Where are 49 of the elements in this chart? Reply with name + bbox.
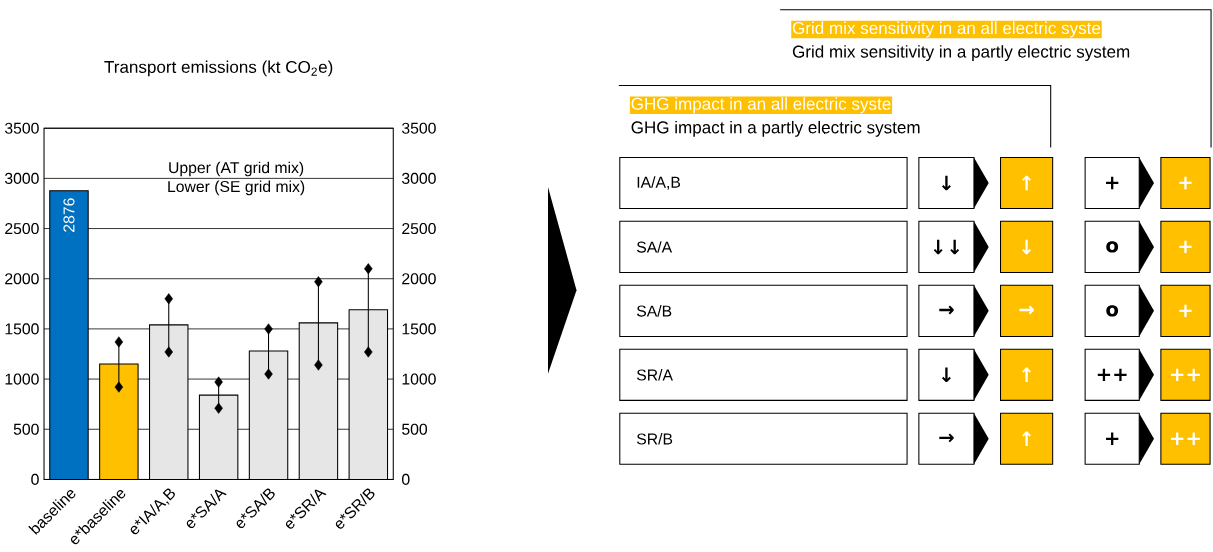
text: ↓ <box>1022 239 1032 254</box>
y2-tick-label: 2500 <box>402 222 436 234</box>
text: + <box>1179 176 1192 189</box>
y2-tick-label: 3500 <box>401 122 436 134</box>
category-label: SR/A <box>636 368 673 381</box>
text: GHG impact in a partly electric system <box>631 120 920 137</box>
text: ++ <box>1097 368 1127 381</box>
y2-tick-label: 3000 <box>401 172 436 184</box>
text: + <box>1106 432 1119 445</box>
y2-tick-label: 2000 <box>402 273 436 285</box>
data-label: 2876 <box>63 198 75 232</box>
text: GHG impact in an all electric syste <box>631 97 891 114</box>
text: Grid mix sensitivity in a partly electric system <box>792 45 1130 61</box>
y-tick-label: 3500 <box>4 122 39 134</box>
annotation: Lower (SE grid mix) <box>168 180 305 196</box>
text: + <box>1179 304 1192 317</box>
y-tick-label: 1000 <box>5 373 39 385</box>
text: ++ <box>1171 368 1200 381</box>
text: → <box>1019 305 1034 315</box>
y-tick-label: 3000 <box>4 172 39 184</box>
text: ↓ <box>941 175 951 191</box>
text: ↑ <box>1022 367 1032 382</box>
text: ↑ <box>1022 175 1032 191</box>
category-label: SR/B <box>636 432 673 445</box>
text: → <box>939 305 954 315</box>
category-label: IA/A,B <box>637 176 681 190</box>
text: o <box>1106 241 1119 253</box>
text: + <box>1106 176 1119 189</box>
y-tick-label: 1500 <box>5 323 39 335</box>
chart-title: Transport emissions (kt CO$_{2}$e) <box>104 60 333 77</box>
text: → <box>939 433 954 443</box>
text: ↑ <box>1022 431 1032 446</box>
y-tick-label: 500 <box>13 423 39 435</box>
y2-tick-label: 1000 <box>402 373 436 385</box>
text: ↓ <box>941 367 951 382</box>
text: ↓↓ <box>933 239 960 254</box>
y2-tick-label: 500 <box>402 423 428 435</box>
y-tick-label: 2000 <box>5 273 39 285</box>
y-tick-label: 0 <box>31 473 39 485</box>
text: ++ <box>1171 432 1200 445</box>
text: Grid mix sensitivity in an all electric syste <box>792 21 1101 38</box>
category-label: SA/A <box>636 241 673 253</box>
category-label: SA/B <box>636 304 672 317</box>
y2-tick-label: 0 <box>402 473 410 485</box>
y-tick-label: 2500 <box>5 222 39 234</box>
annotation: Upper (AT grid mix) <box>169 161 304 177</box>
text: o <box>1106 305 1119 317</box>
text: + <box>1179 240 1192 253</box>
y2-tick-label: 1500 <box>402 323 436 335</box>
